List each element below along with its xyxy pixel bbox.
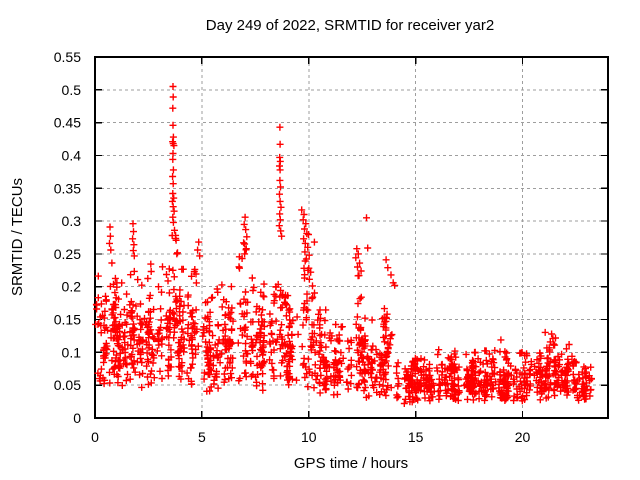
y-tick-label: 0.05 (54, 377, 81, 393)
x-tick-label: 15 (408, 429, 424, 445)
chart-title: Day 249 of 2022, SRMTID for receiver yar… (206, 17, 494, 34)
y-tick-label: 0 (73, 410, 81, 426)
x-tick-label: 5 (198, 429, 206, 445)
y-tick-label: 0.35 (54, 180, 81, 196)
data-points-srmtid (92, 83, 595, 407)
y-tick-label: 0.4 (62, 147, 82, 163)
y-axis-label: SRMTID / TECUs (9, 178, 26, 296)
y-tick-label: 0.2 (62, 279, 82, 295)
y-tick-label: 0.5 (62, 82, 82, 98)
x-axis-label: GPS time / hours (294, 455, 408, 472)
y-tick-label: 0.45 (54, 115, 81, 131)
y-tick-label: 0.15 (54, 312, 81, 328)
x-tick-label: 20 (515, 429, 531, 445)
plot-border (94, 56, 609, 419)
y-tick-label: 0.1 (62, 344, 82, 360)
y-tick-label: 0.3 (62, 213, 82, 229)
y-tick-label: 0.25 (54, 246, 81, 262)
x-tick-labels: 0 5 10 15 20 (91, 429, 530, 445)
y-tick-label: 0.55 (54, 49, 81, 65)
y-tick-labels: 0 0.05 0.1 0.15 0.2 0.25 0.3 0.35 0.4 0.45 0.5 0.55 (54, 49, 81, 426)
x-tick-label: 0 (91, 429, 99, 445)
axis-ticks (94, 56, 608, 419)
x-tick-label: 10 (301, 429, 317, 445)
